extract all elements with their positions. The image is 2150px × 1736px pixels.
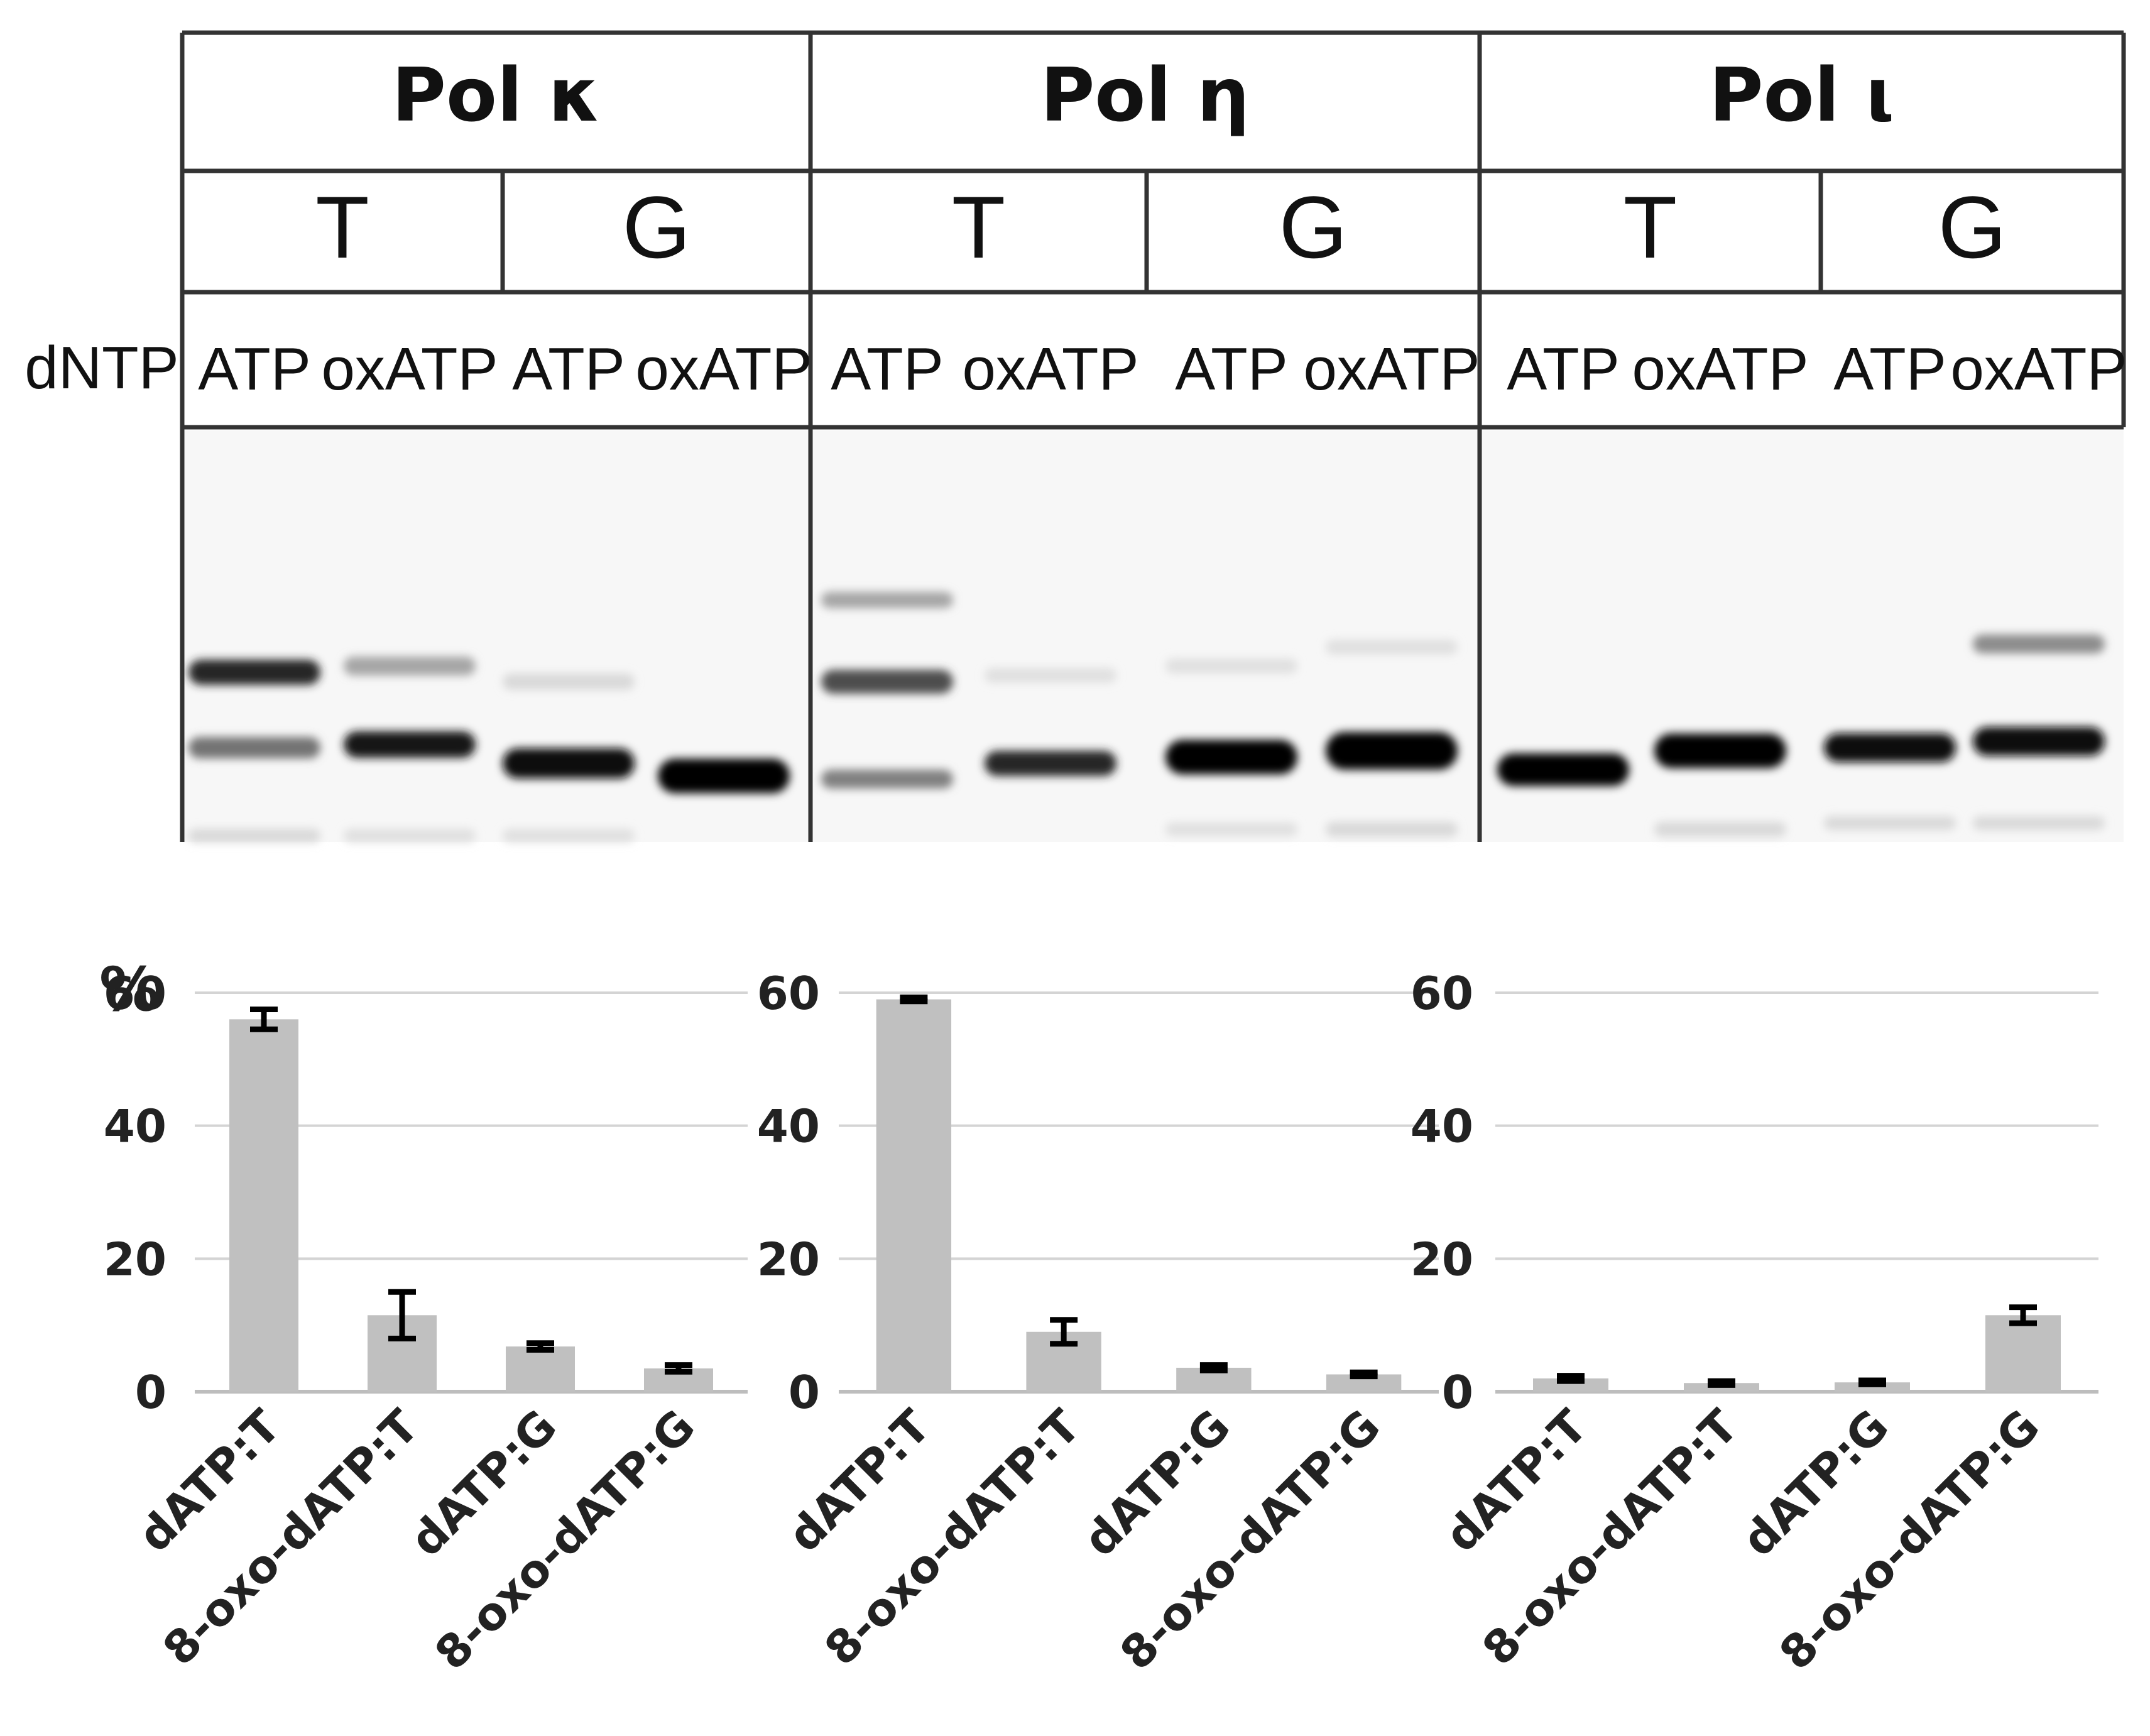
gel-band bbox=[1165, 822, 1297, 836]
gel-band bbox=[188, 660, 320, 685]
lane-dntp-label: ATP bbox=[1833, 336, 1946, 403]
polymerase-label: Pol ι bbox=[1709, 52, 1894, 138]
gel-band bbox=[1165, 658, 1297, 674]
lane-dntp-label: ATP bbox=[198, 336, 311, 403]
bar bbox=[1985, 1315, 2061, 1392]
gel-band bbox=[1654, 733, 1786, 768]
bar bbox=[876, 999, 952, 1392]
lane-dntp-label: ATP bbox=[831, 336, 944, 403]
gel-band bbox=[1824, 733, 1956, 762]
gel-band bbox=[344, 731, 476, 758]
error-bar bbox=[527, 1340, 554, 1353]
error-bar bbox=[1708, 1378, 1735, 1388]
lane-dntp-label: oxATP bbox=[963, 336, 1139, 403]
template-base-label: G bbox=[1279, 178, 1348, 276]
y-tick-label: 60 bbox=[104, 967, 166, 1020]
error-bar bbox=[665, 1362, 692, 1375]
y-tick-label: 20 bbox=[1411, 1233, 1473, 1286]
gel-band bbox=[503, 748, 635, 778]
y-axis-label: % bbox=[99, 954, 160, 1025]
bar bbox=[506, 1346, 575, 1392]
error-bar bbox=[1557, 1373, 1585, 1384]
x-tick-label: 8-oxo-dATP:T bbox=[1472, 1400, 1748, 1676]
lane-dntp-label: oxATP bbox=[1632, 336, 1809, 403]
polymerase-label: Pol η bbox=[1040, 52, 1250, 138]
error-bar bbox=[1050, 1317, 1078, 1347]
gel-band bbox=[188, 737, 320, 758]
gel-band bbox=[1973, 816, 2105, 830]
y-tick-label: 0 bbox=[135, 1366, 166, 1419]
gel-band bbox=[344, 657, 476, 675]
gel-band bbox=[821, 670, 953, 694]
y-tick-label: 20 bbox=[757, 1233, 820, 1286]
bar-charts: 0204060%dATP:T8-oxo-dATP:TdATP:G8-oxo-dA… bbox=[99, 954, 2098, 1680]
bar-chart-2: 0204060dATP:T8-oxo-dATP:TdATP:G8-oxo-dAT… bbox=[757, 967, 1439, 1680]
gel-band bbox=[1326, 640, 1458, 655]
error-bar bbox=[1199, 1362, 1228, 1373]
y-tick-label: 40 bbox=[1411, 1100, 1473, 1153]
template-base-label: T bbox=[315, 178, 369, 276]
gel-band bbox=[821, 592, 953, 608]
y-tick-label: 40 bbox=[757, 1100, 820, 1153]
y-tick-label: 60 bbox=[757, 967, 820, 1020]
gel-band bbox=[188, 829, 320, 843]
lane-dntp-label: ATP bbox=[512, 336, 625, 403]
template-base-label: T bbox=[1623, 178, 1678, 276]
polymerase-label: Pol κ bbox=[392, 52, 601, 138]
gel-band bbox=[503, 674, 635, 690]
template-base-label: T bbox=[952, 178, 1006, 276]
y-tick-label: 0 bbox=[1442, 1366, 1473, 1419]
gel-band bbox=[1326, 732, 1458, 770]
x-tick-label: 8-oxo-dATP:G bbox=[425, 1400, 705, 1680]
error-bar bbox=[2009, 1304, 2037, 1326]
gel-band bbox=[985, 668, 1116, 683]
gel-band bbox=[1326, 822, 1458, 837]
x-tick-label: 8-oxo-dATP:G bbox=[1110, 1400, 1390, 1680]
y-tick-label: 40 bbox=[104, 1100, 166, 1153]
lane-dntp-label: oxATP bbox=[1304, 336, 1480, 403]
gel-band bbox=[1165, 740, 1297, 775]
gel-band bbox=[1973, 727, 2105, 756]
gel-band bbox=[344, 829, 476, 843]
y-tick-label: 60 bbox=[1411, 967, 1473, 1020]
lane-dntp-label: oxATP bbox=[636, 336, 812, 403]
lane-dntp-label: ATP bbox=[1175, 336, 1288, 403]
bar bbox=[1533, 1378, 1608, 1392]
error-bar bbox=[1858, 1377, 1886, 1387]
y-tick-label: 20 bbox=[104, 1233, 166, 1286]
template-base-label: G bbox=[623, 178, 691, 276]
x-tick-label: 8-oxo-dATP:G bbox=[1769, 1400, 2049, 1680]
bar-chart-1: 0204060%dATP:T8-oxo-dATP:TdATP:G8-oxo-dA… bbox=[99, 954, 748, 1680]
x-tick-label: 8-oxo-dATP:T bbox=[153, 1400, 428, 1676]
gel-band bbox=[985, 751, 1116, 776]
gel-band bbox=[658, 758, 790, 794]
error-bar bbox=[1350, 1369, 1378, 1380]
lane-dntp-label: ATP bbox=[1507, 336, 1620, 403]
bar-chart-3: 0204060dATP:T8-oxo-dATP:TdATP:G8-oxo-dAT… bbox=[1411, 967, 2098, 1680]
error-bar bbox=[250, 1006, 278, 1032]
gel-background bbox=[182, 430, 2124, 842]
gel-band bbox=[821, 770, 953, 789]
gel-band bbox=[1824, 816, 1956, 830]
lane-dntp-label: oxATP bbox=[1951, 336, 2127, 403]
error-bar bbox=[900, 994, 928, 1005]
lane-dntp-label: oxATP bbox=[322, 336, 498, 403]
bar bbox=[229, 1019, 298, 1392]
gel-band bbox=[1654, 822, 1786, 837]
template-base-label: G bbox=[1938, 178, 2007, 276]
gel-image bbox=[180, 427, 2124, 843]
error-bar bbox=[388, 1289, 416, 1341]
y-tick-label: 0 bbox=[789, 1366, 820, 1419]
gel-band bbox=[503, 829, 635, 843]
x-tick-label: 8-oxo-dATP:T bbox=[814, 1400, 1090, 1676]
gel-band bbox=[1973, 635, 2105, 653]
gel-band bbox=[1497, 753, 1629, 786]
dntp-label: dNTP bbox=[25, 334, 178, 401]
